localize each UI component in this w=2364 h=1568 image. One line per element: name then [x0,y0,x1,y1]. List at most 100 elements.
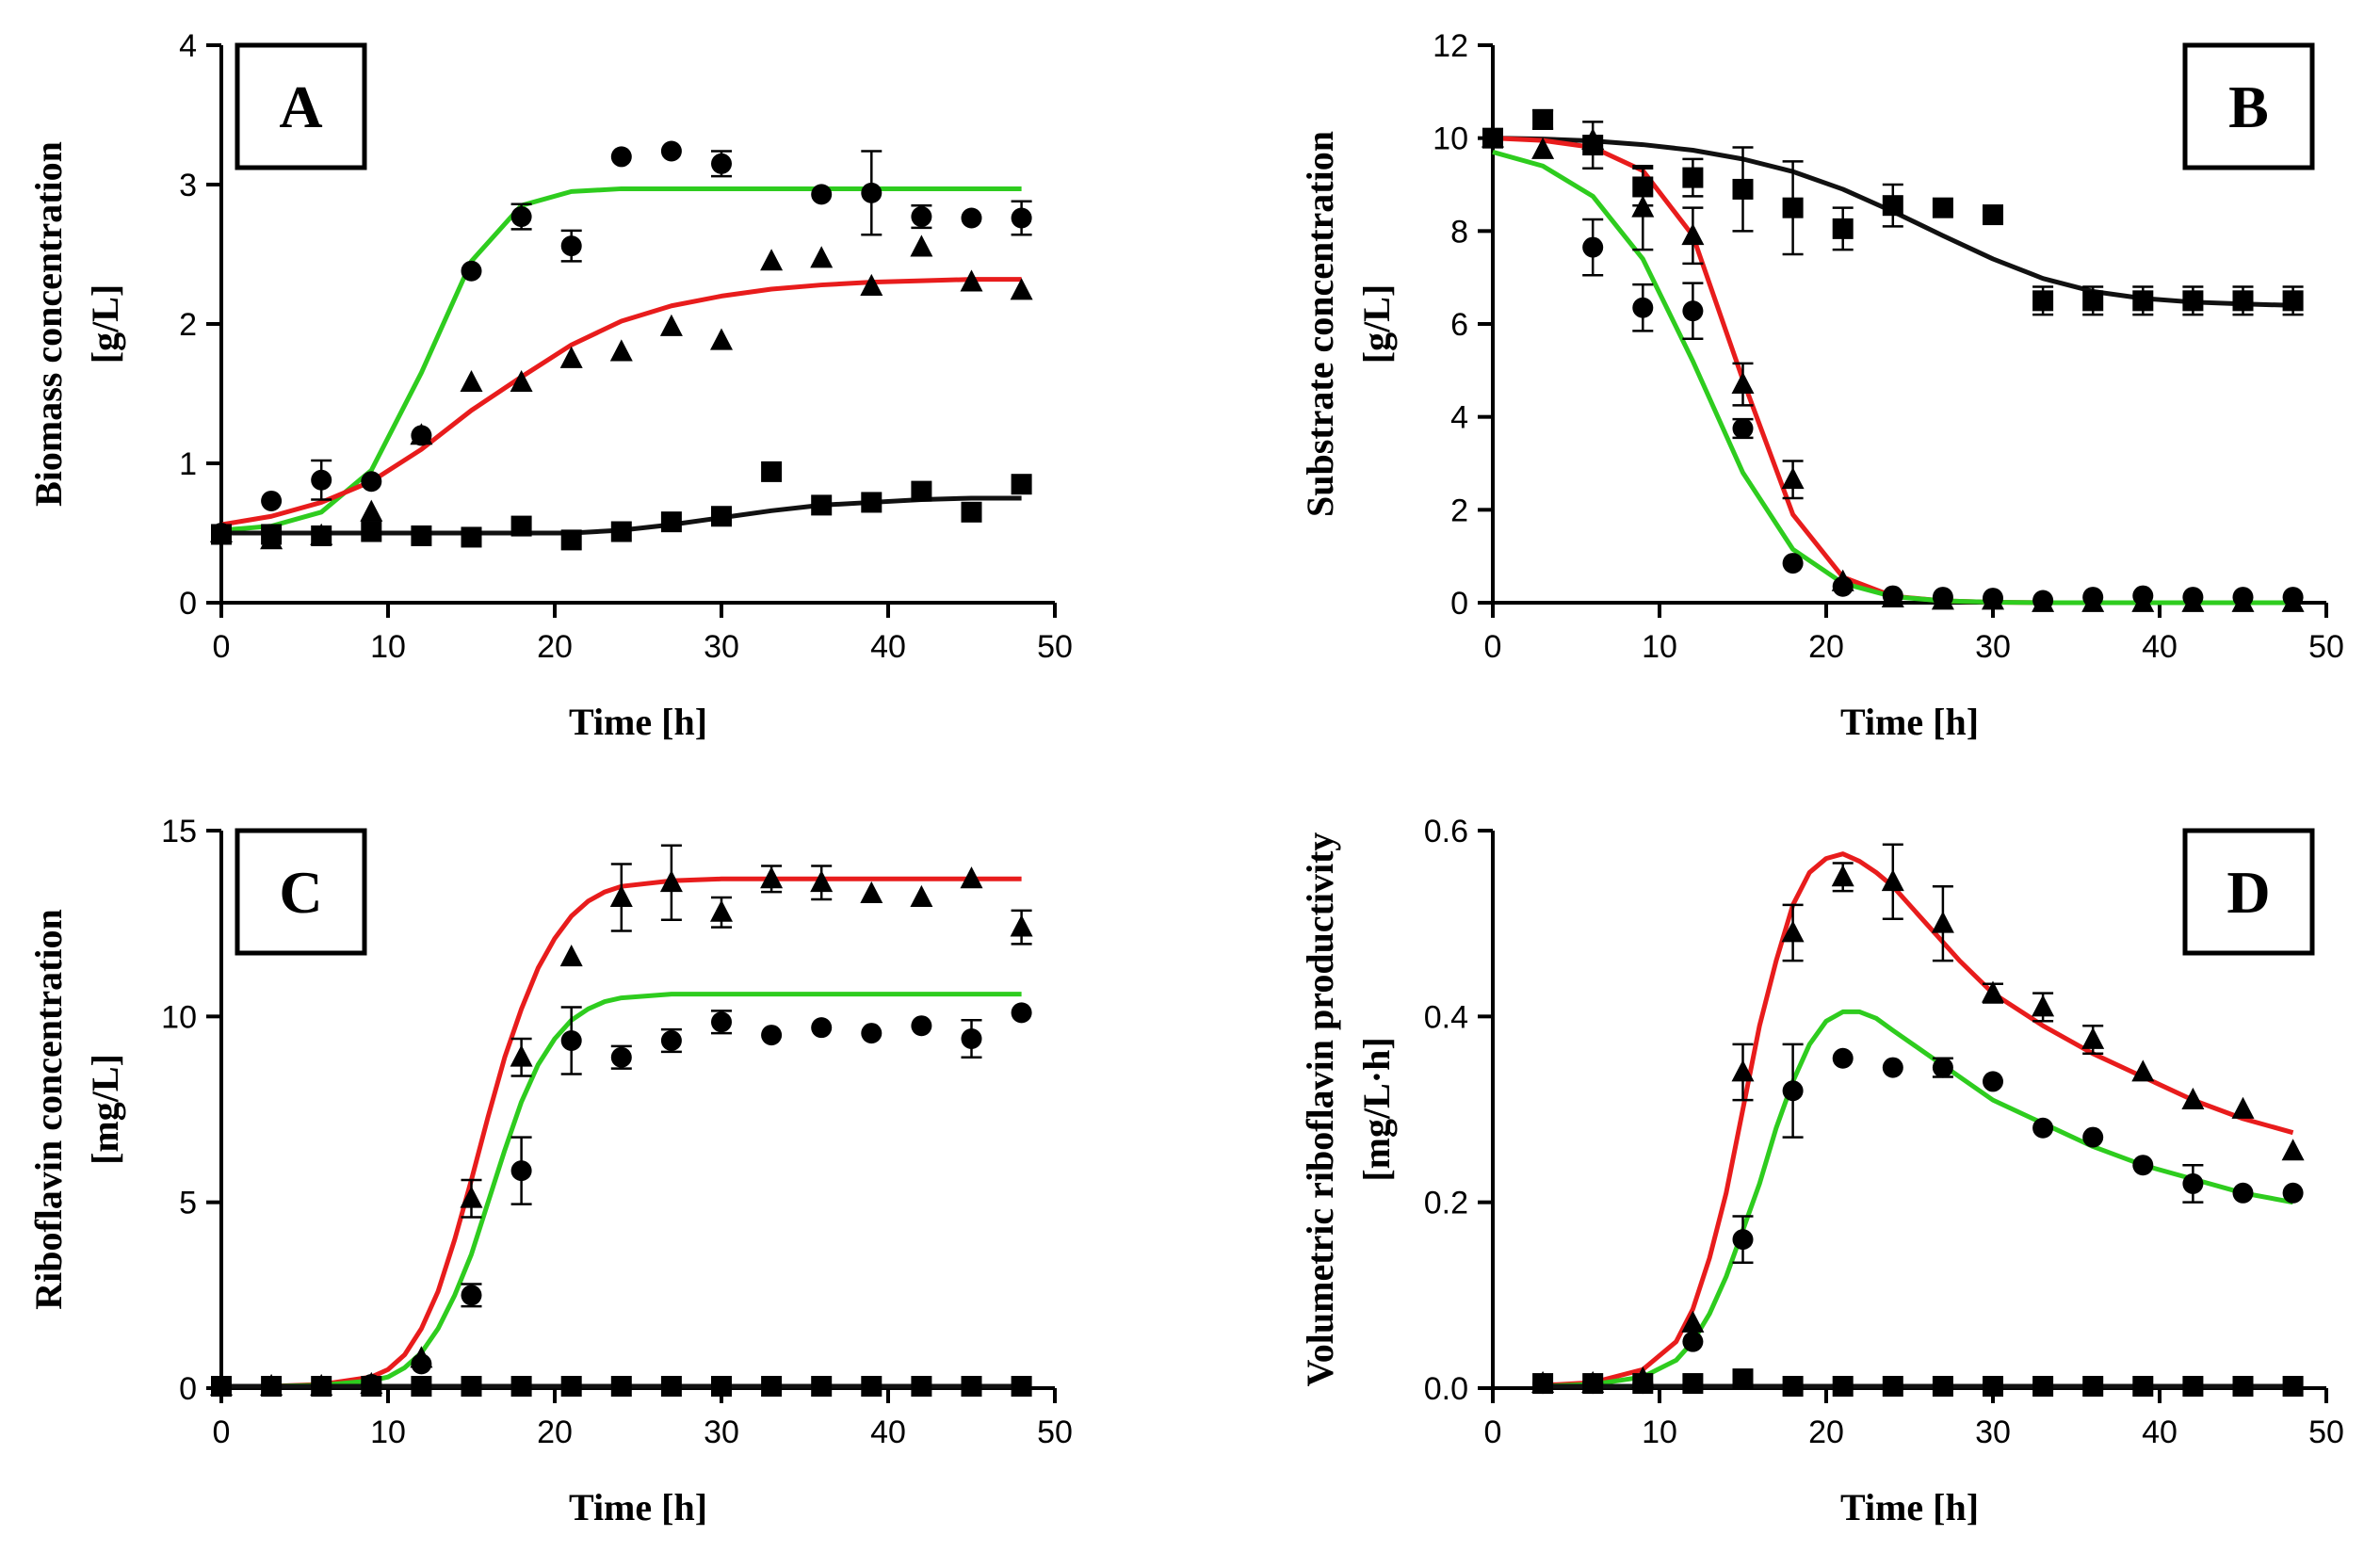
data-point-square [461,526,482,548]
data-point-triangle [2231,1096,2255,1119]
x-tick-label: 10 [1642,1414,1677,1450]
data-point-circle [2232,1182,2254,1204]
data-point-circle [610,1046,632,1068]
x-tick-label: 30 [704,1414,739,1450]
data-point-square [2032,290,2054,312]
data-point-circle [1632,297,1654,318]
data-point-triangle [1931,911,1954,933]
panel-label: D [2226,859,2270,926]
data-point-triangle [710,899,733,922]
data-point-circle [711,1011,732,1033]
data-point-circle [660,140,682,162]
y-tick-label: 10 [1433,121,1468,157]
data-point-circle [1782,1080,1804,1102]
data-point-circle [1882,585,1903,606]
x-axis-title: Time [h] [569,701,707,743]
data-point-triangle [2131,1059,2155,1082]
data-point-square [510,1376,532,1398]
x-tick-label: 20 [1808,1414,1844,1450]
data-point-triangle [460,369,483,393]
data-point-triangle [960,269,983,292]
data-point-square [711,1376,732,1398]
data-point-square [1632,1373,1654,1395]
y-tick-label: 2 [179,307,197,343]
data-point-square [2232,1376,2254,1398]
data-point-square [2182,290,2204,312]
data-point-square [411,1376,432,1398]
data-point-circle [510,206,532,228]
data-point-triangle [910,884,933,907]
x-tick-label: 10 [1642,629,1677,665]
data-point-square [2182,1376,2204,1398]
data-point-circle [1682,300,1704,322]
data-point-square [811,494,833,516]
y-axis-title: Substrate concentration [1299,131,1341,517]
data-point-triangle [360,499,383,522]
data-point-triangle [1581,127,1605,151]
y-tick-label: 0 [179,586,197,622]
data-point-triangle [460,1186,483,1208]
data-point-circle [1983,1071,2003,1092]
x-tick-label: 50 [1037,1414,1073,1450]
data-point-circle [2082,587,2104,608]
data-point-circle [2182,587,2204,608]
data-point-circle [961,1028,982,1050]
data-point-triangle [1781,467,1805,490]
data-point-square [1532,1373,1554,1395]
data-point-triangle [710,328,733,350]
data-point-square [2082,290,2104,312]
data-point-circle [1782,553,1804,574]
data-point-circle [761,1025,783,1046]
data-point-circle [1932,1057,1953,1078]
data-point-square [1832,1376,1854,1398]
data-point-triangle [659,314,683,336]
y-tick-label: 12 [1433,28,1468,64]
x-tick-label: 0 [1484,629,1502,665]
data-point-square [261,1376,283,1398]
panel-label-box [235,42,367,170]
data-point-triangle [1010,914,1033,937]
fit-curve-red-fit [220,277,1022,527]
data-point-circle [560,235,582,257]
y-axis-title: Riboflavin concentration [27,909,70,1310]
data-point-square [2132,1376,2154,1398]
data-point-square [1732,178,1754,200]
data-point-triangle [2032,994,2055,1017]
data-point-square [1983,204,2003,226]
data-point-circle [1832,1047,1854,1069]
data-point-circle [2282,587,2304,608]
data-point-triangle [609,339,633,362]
x-tick-label: 40 [870,629,906,665]
data-point-square [560,529,582,551]
x-axis-title: Time [h] [1840,701,1979,743]
data-point-square [861,492,882,513]
x-tick-label: 10 [370,1414,406,1450]
data-point-square [1682,167,1704,188]
data-point-circle [1832,575,1854,597]
data-point-square [761,461,783,482]
data-point-circle [361,471,382,493]
data-point-square [1532,108,1554,130]
data-point-triangle [910,234,933,257]
data-point-square [2132,290,2154,312]
data-point-triangle [609,884,633,907]
data-point-square [1983,1376,2003,1398]
data-point-circle [560,1029,582,1051]
data-point-circle [2232,587,2254,608]
x-tick-label: 50 [1037,629,1073,665]
data-point-triangle [1881,869,1904,892]
data-point-circle [1983,588,2003,609]
data-point-circle [861,182,882,203]
x-tick-label: 50 [2308,629,2344,665]
y-tick-label: 0 [1450,586,1468,622]
y-axis-title: [mg/L] [84,1054,126,1165]
data-point-square [1011,1376,1032,1398]
data-point-circle [1682,1331,1704,1352]
data-point-circle [1011,1002,1032,1024]
x-tick-label: 10 [370,629,406,665]
data-point-circle [2282,1182,2304,1204]
data-point-circle [1582,236,1604,258]
data-point-triangle [760,249,784,271]
data-point-circle [2032,590,2054,611]
data-point-circle [461,1285,482,1306]
